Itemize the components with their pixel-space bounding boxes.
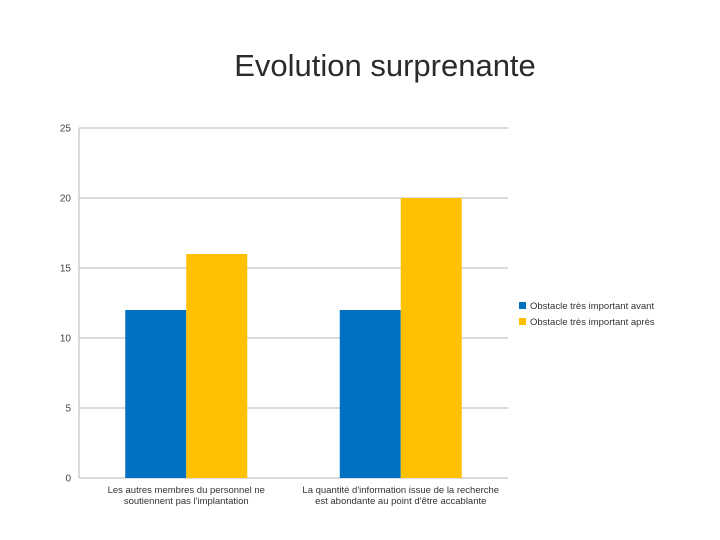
bars <box>125 198 462 478</box>
y-tick-label: 5 <box>65 404 71 415</box>
y-tick-label: 20 <box>60 194 72 205</box>
x-axis-category-labels: Les autres membres du personnel nesoutie… <box>108 485 500 507</box>
y-tick-label: 15 <box>60 264 72 275</box>
y-tick-label: 25 <box>60 124 72 135</box>
y-tick-label: 0 <box>65 474 71 485</box>
y-axis-tick-labels: 0 5 10 15 20 25 <box>60 124 72 485</box>
legend-label: Obstacle très important avant <box>530 301 654 312</box>
x-category-label: La quantité d'information issue de la re… <box>302 485 499 496</box>
legend-swatch <box>519 302 526 309</box>
bar-avant-1 <box>125 310 187 478</box>
bar-apres-1 <box>186 254 248 478</box>
legend-swatch <box>519 318 526 325</box>
x-category-label: Les autres membres du personnel ne <box>108 485 265 496</box>
legend: Obstacle très important avant Obstacle tr… <box>519 301 655 328</box>
x-category-label: soutiennent pas l'implantation <box>124 496 249 507</box>
legend-label: Obstacle très important après <box>530 317 655 328</box>
y-tick-label: 10 <box>60 334 72 345</box>
bar-apres-2 <box>400 198 462 478</box>
x-category-label: est abondante au point d'être accablante <box>315 496 486 507</box>
slide-title: Evolution surprenante <box>234 48 536 83</box>
bar-avant-2 <box>339 310 401 478</box>
